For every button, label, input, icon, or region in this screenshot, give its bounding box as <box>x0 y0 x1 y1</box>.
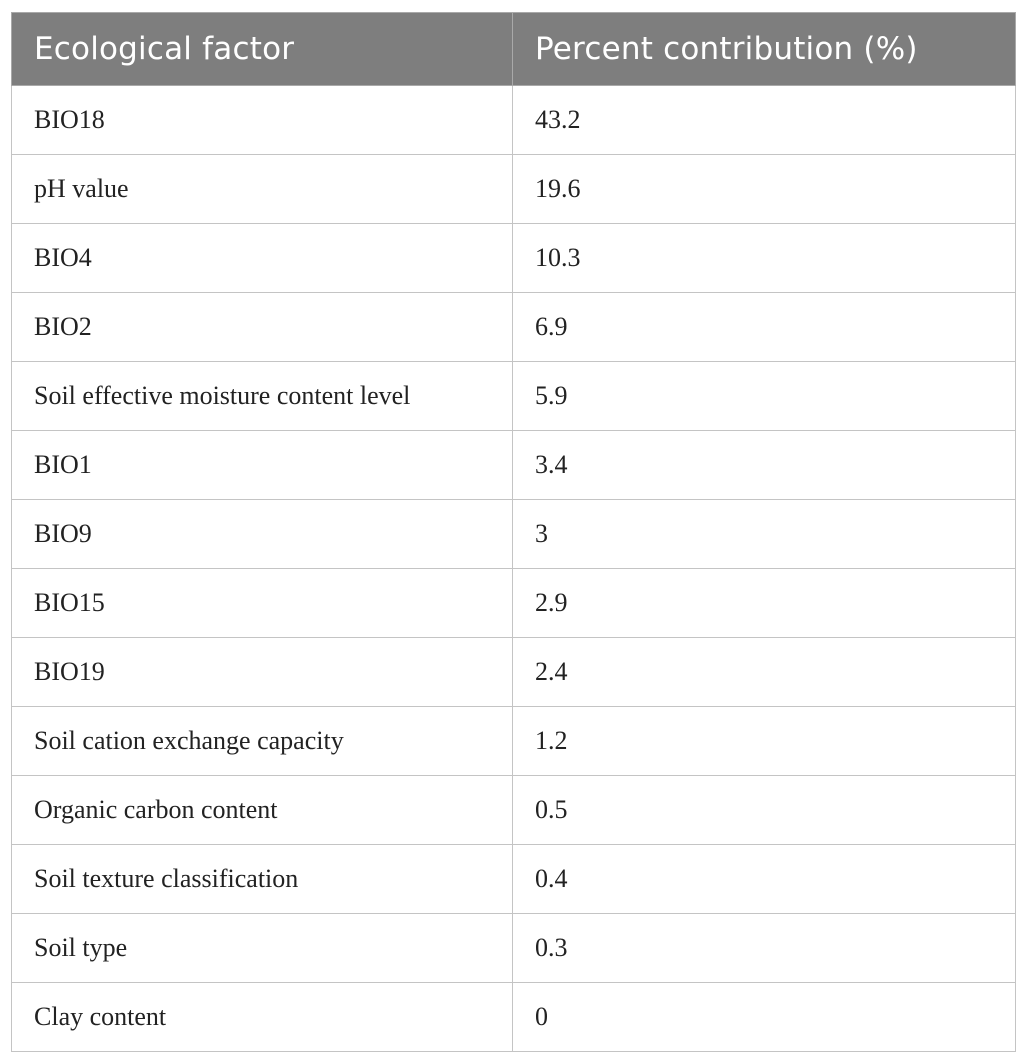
factor-cell: BIO4 <box>11 223 513 293</box>
table-row: Organic carbon content 0.5 <box>11 775 1016 845</box>
contribution-cell: 3.4 <box>512 430 1016 500</box>
table-row: Soil cation exchange capacity 1.2 <box>11 706 1016 776</box>
factor-cell: BIO19 <box>11 637 513 707</box>
contribution-cell: 0.3 <box>512 913 1016 983</box>
contribution-cell: 0.5 <box>512 775 1016 845</box>
contribution-cell: 3 <box>512 499 1016 569</box>
ecological-factor-table: Ecological factor Percent contribution (… <box>11 12 1016 1052</box>
contribution-cell: 1.2 <box>512 706 1016 776</box>
table-row: pH value 19.6 <box>11 154 1016 224</box>
table-row: Soil type 0.3 <box>11 913 1016 983</box>
table-row: BIO18 43.2 <box>11 85 1016 155</box>
table-row: BIO19 2.4 <box>11 637 1016 707</box>
header-percent-contribution: Percent contribution (%) <box>512 12 1016 86</box>
table-row: Clay content 0 <box>11 982 1016 1052</box>
table-row: BIO1 3.4 <box>11 430 1016 500</box>
contribution-cell: 2.9 <box>512 568 1016 638</box>
factor-cell: Soil texture classification <box>11 844 513 914</box>
contribution-cell: 0.4 <box>512 844 1016 914</box>
contribution-cell: 2.4 <box>512 637 1016 707</box>
factor-cell: BIO1 <box>11 430 513 500</box>
table-header: Ecological factor Percent contribution (… <box>11 12 1016 86</box>
contribution-cell: 6.9 <box>512 292 1016 362</box>
factor-cell: pH value <box>11 154 513 224</box>
factor-cell: BIO15 <box>11 568 513 638</box>
table-row: BIO15 2.9 <box>11 568 1016 638</box>
factor-cell: Soil cation exchange capacity <box>11 706 513 776</box>
contribution-cell: 43.2 <box>512 85 1016 155</box>
table-row: Soil effective moisture content level 5.… <box>11 361 1016 431</box>
contribution-cell: 19.6 <box>512 154 1016 224</box>
factor-cell: Soil type <box>11 913 513 983</box>
contribution-cell: 0 <box>512 982 1016 1052</box>
factor-cell: BIO18 <box>11 85 513 155</box>
factor-cell: BIO9 <box>11 499 513 569</box>
data-table-container: Ecological factor Percent contribution (… <box>11 12 1016 1052</box>
factor-cell: Clay content <box>11 982 513 1052</box>
table-row: BIO9 3 <box>11 499 1016 569</box>
factor-cell: Organic carbon content <box>11 775 513 845</box>
table-body: BIO18 43.2 pH value 19.6 BIO4 10.3 BIO2 … <box>11 85 1016 1052</box>
contribution-cell: 10.3 <box>512 223 1016 293</box>
table-row: BIO4 10.3 <box>11 223 1016 293</box>
table-row: Soil texture classification 0.4 <box>11 844 1016 914</box>
table-row: BIO2 6.9 <box>11 292 1016 362</box>
factor-cell: Soil effective moisture content level <box>11 361 513 431</box>
header-row: Ecological factor Percent contribution (… <box>11 12 1016 86</box>
factor-cell: BIO2 <box>11 292 513 362</box>
header-ecological-factor: Ecological factor <box>11 12 513 86</box>
contribution-cell: 5.9 <box>512 361 1016 431</box>
